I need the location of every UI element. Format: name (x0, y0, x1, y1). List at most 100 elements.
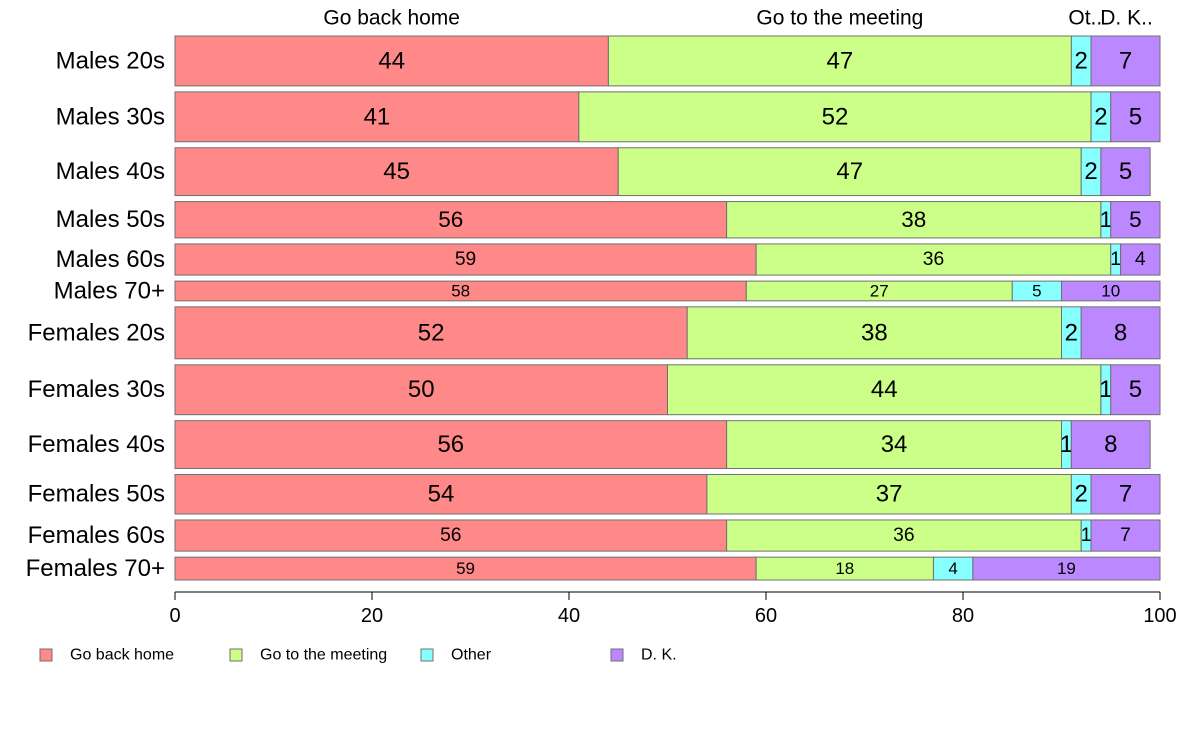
bar-value-label: 58 (451, 281, 470, 300)
bar-value-label: 5 (1032, 281, 1041, 300)
bar-value-label: 38 (861, 319, 888, 346)
bar-value-label: 18 (835, 559, 854, 578)
bar-segment (755, 243, 1112, 276)
category-label: Females 20s (28, 319, 165, 346)
legend-label: Go back home (70, 647, 174, 664)
category-label: Females 70+ (26, 555, 165, 582)
category-label: Males 50s (56, 206, 165, 233)
bar-segment (174, 519, 728, 552)
bar-value-label: 10 (1101, 281, 1120, 300)
bar-value-label: 27 (870, 281, 889, 300)
bar-segment (1100, 147, 1151, 197)
x-tick-label: 40 (558, 605, 580, 627)
bar-segment (1090, 35, 1161, 87)
bar-segment (617, 147, 1082, 197)
bar-segment (607, 35, 1072, 87)
bar-value-label: 45 (383, 158, 410, 185)
bar-value-label: 4 (948, 559, 957, 578)
bar-value-label: 54 (428, 481, 455, 508)
bar-value-label: 59 (455, 249, 476, 270)
bar-value-label: 50 (408, 376, 435, 403)
bar-value-label: 59 (456, 559, 475, 578)
bar-segment (972, 556, 1161, 581)
bar-segment (1090, 519, 1161, 552)
legend-swatch (420, 648, 434, 662)
bar-value-label: 4 (1135, 249, 1146, 270)
bar-value-label: 56 (438, 207, 463, 232)
bar-value-label: 2 (1075, 47, 1088, 74)
bar-segment (1080, 306, 1161, 360)
bar-value-label: 1 (1081, 525, 1092, 546)
bar-value-label: 5 (1129, 207, 1142, 232)
category-label: Females 50s (28, 481, 165, 508)
bar-value-label: 41 (364, 103, 391, 130)
category-label: Females 60s (28, 522, 165, 549)
bar-value-label: 44 (378, 47, 405, 74)
bar-value-label: 5 (1129, 103, 1142, 130)
bar-segment (174, 91, 580, 143)
legend-label: Other (451, 647, 492, 664)
bar-value-label: 36 (893, 525, 914, 546)
x-tick-label: 0 (169, 605, 180, 627)
bar-segment (686, 306, 1062, 360)
category-label: Males 30s (56, 103, 165, 130)
bar-value-label: 37 (876, 481, 903, 508)
category-label: Males 60s (56, 246, 165, 273)
bar-segment (174, 147, 619, 197)
bar-value-label: 47 (827, 47, 854, 74)
bar-segment (726, 420, 1062, 469)
category-label: Females 30s (28, 376, 165, 403)
bar-value-label: 2 (1075, 481, 1088, 508)
bar-value-label: 1 (1099, 376, 1112, 403)
legend-swatch (610, 648, 624, 662)
bar-value-label: 56 (440, 525, 461, 546)
bar-segment (174, 420, 728, 469)
bar-segment (726, 519, 1082, 552)
bar-segment (726, 201, 1102, 239)
bar-value-label: 52 (822, 103, 849, 130)
bar-value-label: 2 (1065, 319, 1078, 346)
bar-value-label: 7 (1120, 525, 1131, 546)
bar-value-label: 7 (1119, 47, 1132, 74)
bar-segment (1120, 243, 1161, 276)
bar-value-label: 1 (1110, 249, 1121, 270)
top-series-label: Go to the meeting (756, 7, 923, 30)
bar-value-label: 52 (418, 319, 445, 346)
bar-segment (174, 473, 708, 515)
bar-segment (1110, 364, 1161, 416)
category-label: Males 40s (56, 158, 165, 185)
legend-label: Go to the meeting (260, 647, 387, 664)
bar-segment (1110, 201, 1161, 239)
x-tick-label: 80 (952, 605, 974, 627)
bar-segment (174, 35, 609, 87)
category-label: Females 40s (28, 431, 165, 458)
bar-value-label: 1 (1100, 207, 1113, 232)
bar-value-label: 2 (1094, 103, 1107, 130)
bar-segment (174, 364, 668, 416)
bar-value-label: 44 (871, 376, 898, 403)
bar-segment (174, 306, 688, 360)
bar-segment (1090, 473, 1161, 515)
bar-value-label: 38 (901, 207, 926, 232)
category-label: Males 70+ (54, 277, 165, 304)
bar-value-label: 5 (1119, 158, 1132, 185)
bar-value-label: 36 (923, 249, 944, 270)
bar-value-label: 8 (1104, 431, 1117, 458)
top-series-label: D. K.. (1100, 7, 1153, 30)
bar-value-label: 7 (1119, 481, 1132, 508)
bar-segment (174, 201, 728, 239)
bar-segment (578, 91, 1092, 143)
x-tick-label: 60 (755, 605, 777, 627)
bar-segment (174, 243, 757, 276)
x-tick-label: 20 (361, 605, 383, 627)
bar-segment (1061, 280, 1161, 302)
bar-value-label: 56 (437, 431, 464, 458)
bar-value-label: 34 (881, 431, 908, 458)
legend-swatch (229, 648, 243, 662)
bar-segment (1070, 420, 1151, 469)
bar-value-label: 1 (1060, 431, 1073, 458)
bar-value-label: 47 (836, 158, 863, 185)
bar-value-label: 2 (1084, 158, 1097, 185)
bar-segment (706, 473, 1072, 515)
